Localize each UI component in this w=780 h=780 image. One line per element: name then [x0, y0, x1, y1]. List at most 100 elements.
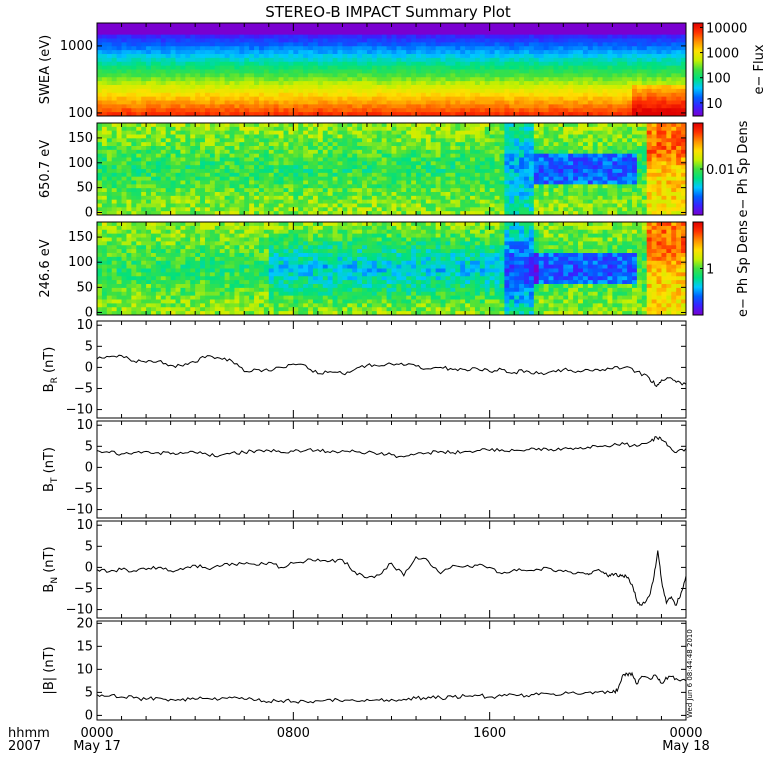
heatmap-cell: [391, 149, 398, 155]
heatmap-cell: [175, 195, 182, 201]
heatmap-cell: [106, 54, 113, 59]
heatmap-cell: [509, 69, 515, 74]
heatmap-cell: [263, 188, 270, 193]
heatmap-cell: [278, 203, 285, 208]
heatmap-cell: [146, 138, 152, 143]
heatmap-cell: [607, 77, 613, 82]
heatmap-cell: [563, 81, 569, 86]
heatmap-cell: [455, 188, 461, 193]
heatmap-cell: [553, 30, 559, 36]
heatmap-cell: [460, 165, 466, 170]
heatmap-cell: [366, 108, 373, 113]
heatmap-cell: [430, 54, 437, 59]
heatmap-cell: [322, 142, 329, 147]
heatmap-cell: [656, 61, 663, 67]
heatmap-cell: [381, 61, 388, 67]
heatmap-cell: [509, 81, 515, 86]
heatmap-cell: [180, 26, 186, 32]
heatmap-cell: [455, 88, 461, 94]
heatmap-cell: [538, 30, 545, 36]
heatmap-cell: [200, 176, 206, 182]
heatmap-cell: [519, 65, 525, 71]
heatmap-cell: [504, 130, 510, 136]
heatmap-cell: [165, 38, 172, 43]
heatmap-cell: [499, 54, 505, 59]
heatmap-cell: [111, 134, 118, 139]
heatmap-cell: [661, 69, 667, 74]
heatmap-cell: [445, 146, 451, 151]
heatmap-cell: [273, 142, 280, 147]
heatmap-cell: [219, 180, 226, 185]
heatmap-cell: [465, 195, 471, 201]
heatmap-cell: [376, 165, 383, 170]
heatmap-cell: [430, 123, 437, 128]
heatmap-cell: [141, 42, 147, 47]
heatmap-cell: [254, 157, 260, 162]
heatmap-cell: [190, 81, 196, 86]
heatmap-cell: [627, 104, 633, 109]
heatmap-cell: [293, 172, 299, 178]
heatmap-cell: [636, 34, 643, 40]
heatmap-cell: [126, 81, 132, 86]
heatmap-cell: [278, 161, 285, 166]
heatmap-cell: [671, 30, 677, 36]
heatmap-cell: [641, 69, 648, 74]
heatmap-cell: [317, 65, 324, 71]
heatmap-cell: [362, 30, 368, 36]
heatmap-cell: [592, 65, 599, 71]
heatmap-cell: [455, 73, 461, 78]
heatmap-cell: [185, 100, 191, 105]
heatmap-cell: [308, 88, 314, 94]
heatmap-cell: [312, 46, 319, 51]
heatmap-cell: [396, 77, 402, 82]
heatmap-cell: [494, 165, 501, 170]
heatmap-cell: [676, 50, 682, 55]
heatmap-cell: [234, 157, 240, 162]
heatmap-cell: [126, 65, 132, 71]
heatmap-cell: [165, 149, 172, 155]
heatmap-cell: [381, 123, 388, 128]
heatmap-cell: [617, 50, 623, 55]
heatmap-cell: [298, 130, 304, 136]
heatmap-cell: [357, 61, 363, 67]
heatmap-cell: [416, 77, 422, 82]
heatmap-cell: [524, 23, 530, 28]
heatmap-cell: [268, 81, 275, 86]
heatmap-cell: [263, 73, 270, 78]
heatmap-cell: [573, 65, 579, 71]
heatmap-cell: [204, 126, 211, 132]
heatmap-cell: [146, 81, 152, 86]
heatmap-cell: [101, 149, 108, 155]
heatmap-cell: [676, 112, 682, 116]
heatmap-cell: [479, 81, 486, 86]
heatmap-cell: [170, 165, 177, 170]
heatmap-cell: [371, 85, 378, 90]
heatmap-cell: [190, 100, 196, 105]
heatmap-cell: [671, 100, 677, 105]
heatmap-cell: [612, 61, 618, 67]
heatmap-cell: [362, 192, 368, 197]
heatmap-cell: [327, 73, 334, 78]
heatmap-cell: [646, 34, 653, 40]
heatmap-cell: [425, 61, 432, 67]
heatmap-cell: [636, 50, 643, 55]
heatmap-cell: [425, 165, 432, 170]
heatmap-cell: [258, 142, 265, 147]
heatmap-cell: [160, 46, 167, 51]
heatmap-cell: [121, 57, 128, 63]
heatmap-cell: [204, 112, 211, 116]
heatmap-cell: [347, 92, 353, 98]
heatmap-cell: [411, 192, 417, 197]
heatmap-cell: [263, 172, 270, 178]
heatmap-cell: [386, 38, 393, 43]
heatmap-cell: [627, 112, 633, 116]
heatmap-cell: [435, 88, 442, 94]
heatmap-cell: [602, 50, 609, 55]
heatmap-cell: [401, 123, 407, 128]
heatmap-cell: [391, 30, 398, 36]
heatmap-cell: [288, 81, 294, 86]
heatmap-cell: [440, 146, 447, 151]
heatmap-cell: [106, 108, 113, 113]
heatmap-cell: [362, 46, 368, 51]
heatmap-cell: [234, 176, 240, 182]
